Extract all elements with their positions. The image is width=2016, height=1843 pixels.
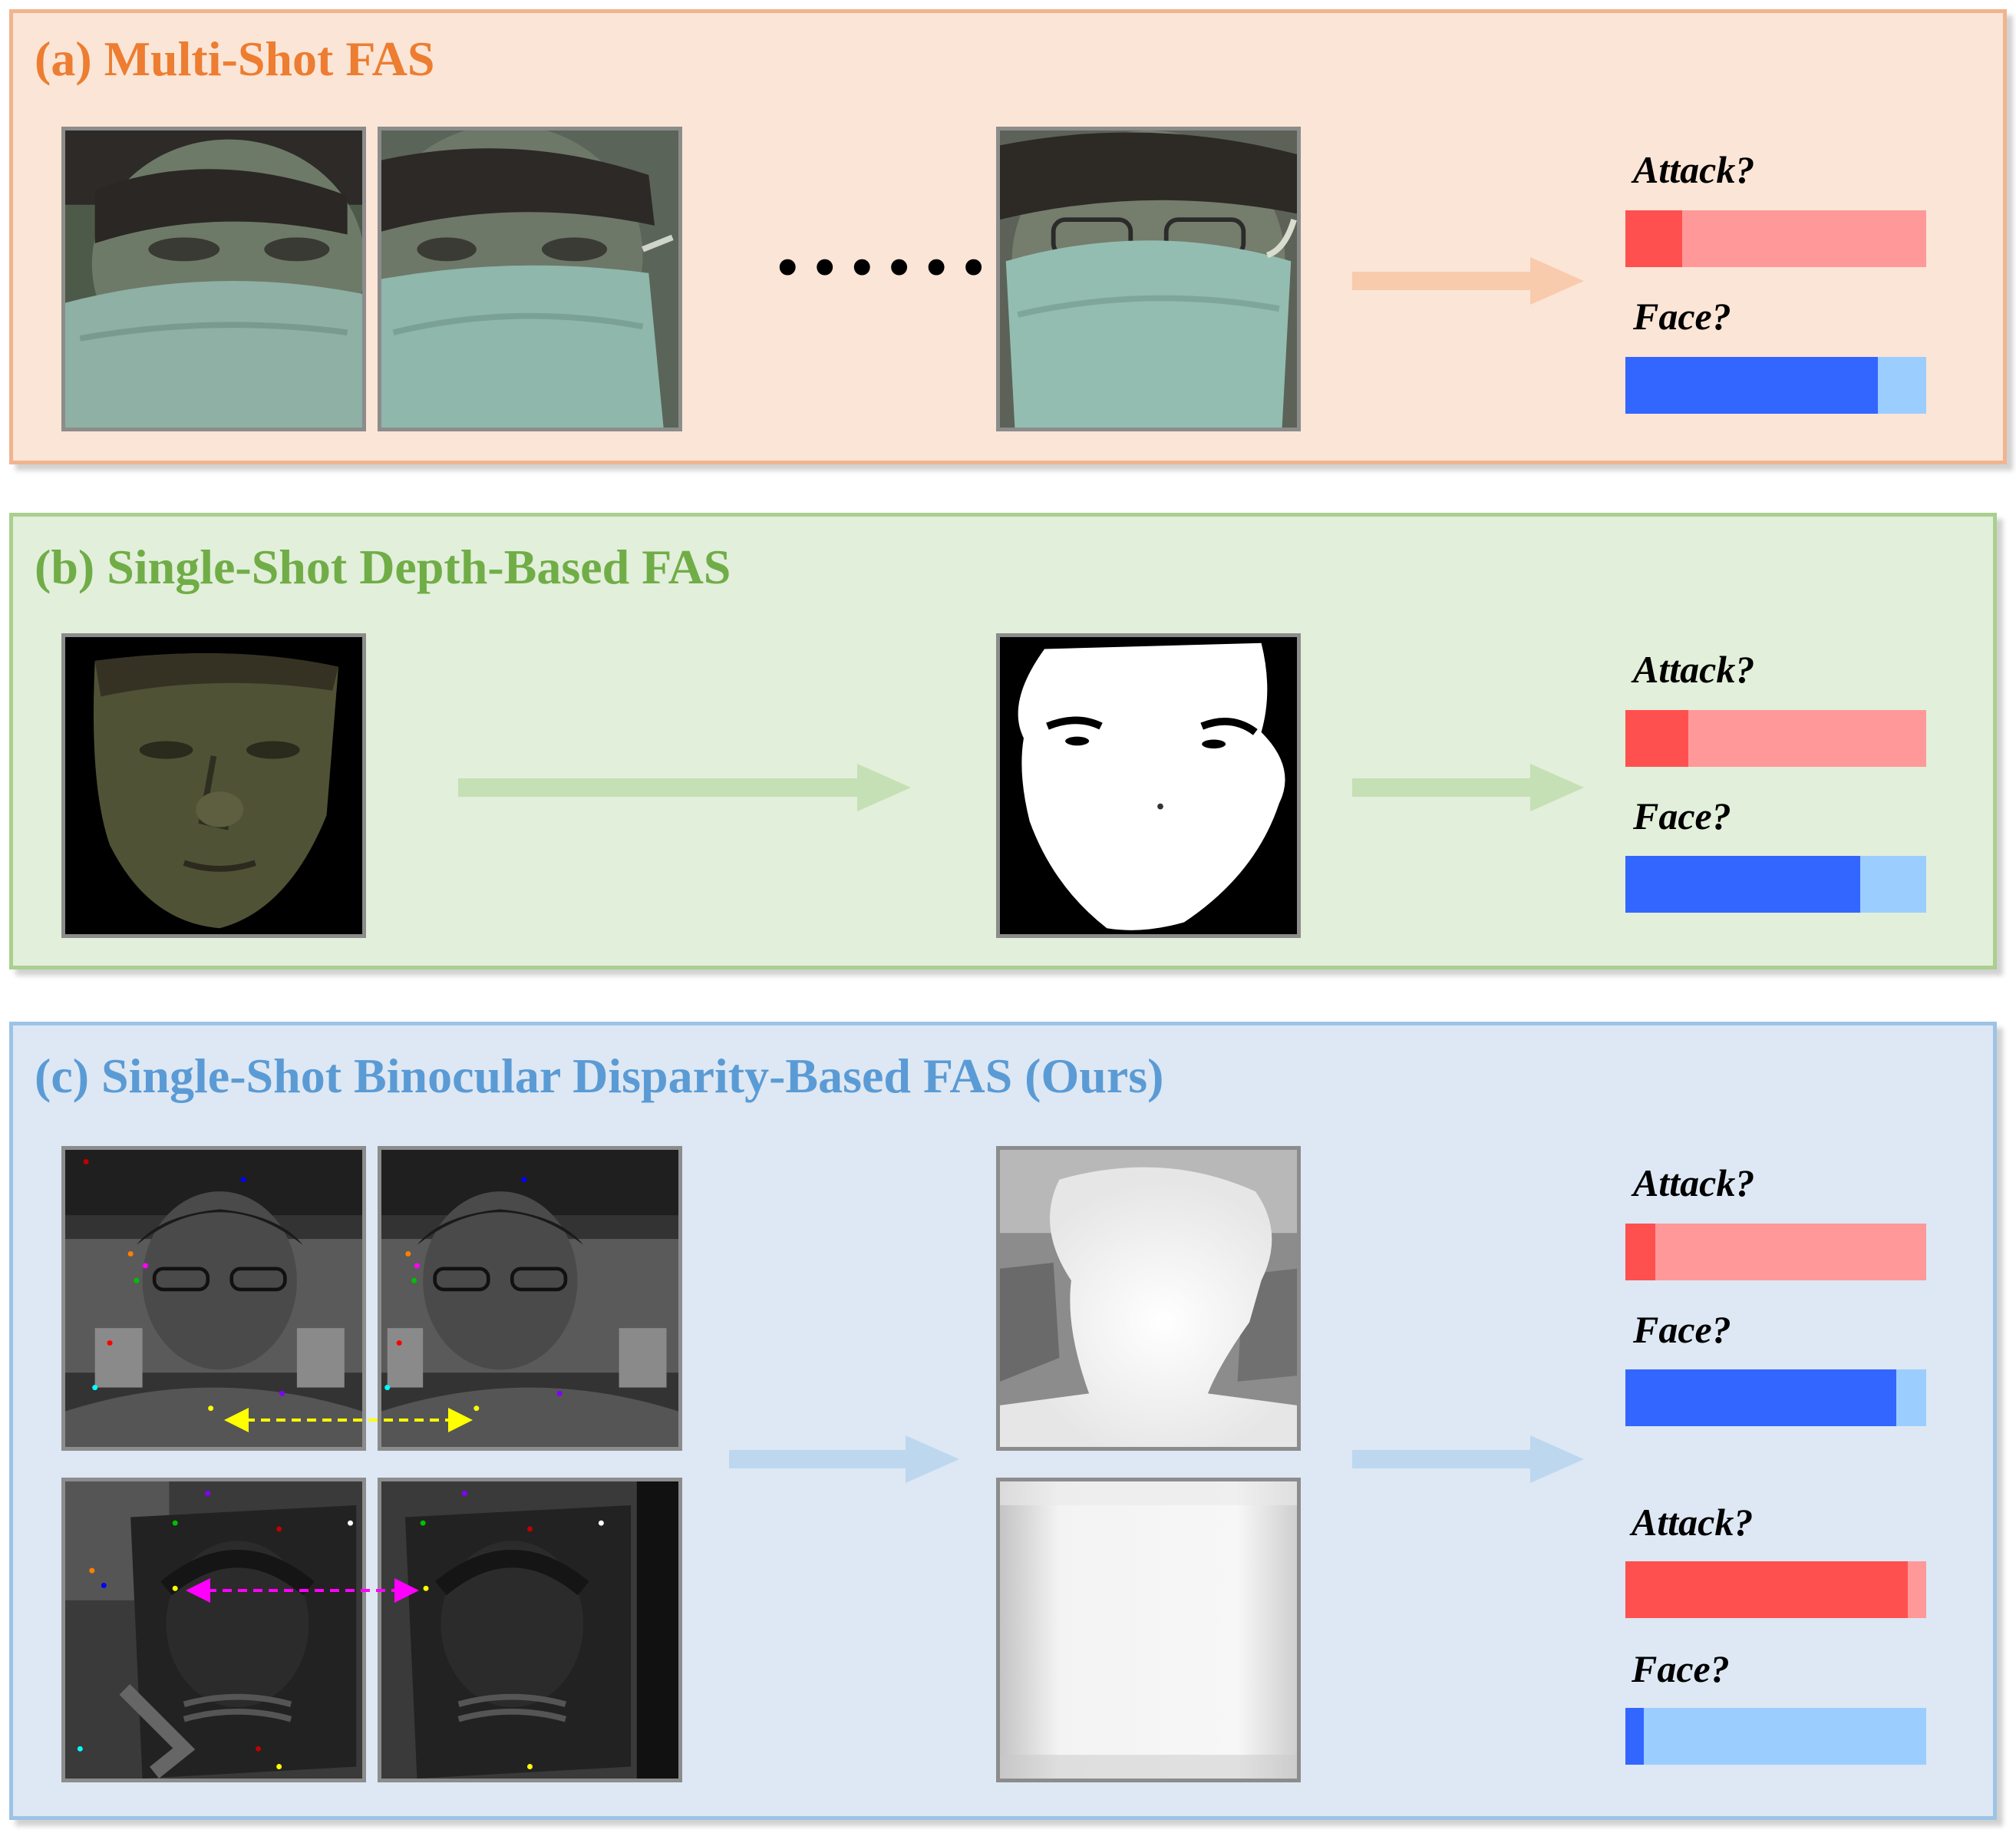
arrow-a-right <box>1352 257 1584 305</box>
arrow-b-to-result <box>1352 764 1584 811</box>
attack-bar-b-fill <box>1625 710 1689 767</box>
panel-b-title: (b) Single-Shot Depth-Based FAS <box>35 540 731 594</box>
spoof-left-view <box>61 1478 366 1782</box>
face-question-c-spoof: Face? <box>1632 1647 1730 1690</box>
face-question-b: Face? <box>1633 794 1731 837</box>
attack-bar-c-live-fill <box>1625 1224 1656 1280</box>
video-frame-2 <box>378 127 682 431</box>
arrow-b-to-depth <box>458 764 911 811</box>
video-frame-1 <box>61 127 366 431</box>
attack-question-b: Attack? <box>1633 648 1755 691</box>
attack-question-a: Attack? <box>1633 148 1755 191</box>
live-left-view <box>61 1146 366 1451</box>
arrow-c-to-result <box>1352 1435 1584 1483</box>
face-question-c-live: Face? <box>1633 1308 1731 1351</box>
face-bar-c-spoof-fill <box>1625 1708 1644 1765</box>
attack-question-c-live: Attack? <box>1633 1161 1755 1204</box>
face-bar-b <box>1625 856 1926 913</box>
face-bar-a-fill <box>1625 357 1879 414</box>
live-disparity-map <box>996 1146 1301 1451</box>
live-right-view <box>378 1146 682 1451</box>
single-face-image <box>61 633 366 938</box>
panel-a-title: (a) Multi-Shot FAS <box>35 31 435 86</box>
attack-bar-c-spoof <box>1625 1561 1926 1618</box>
attack-bar-c-live <box>1625 1224 1926 1280</box>
attack-bar-b <box>1625 710 1926 767</box>
panel-c-title: (c) Single-Shot Binocular Disparity-Base… <box>35 1049 1164 1103</box>
face-bar-c-live <box>1625 1369 1926 1426</box>
spoof-disparity-map <box>996 1478 1301 1782</box>
spoof-right-view <box>378 1478 682 1782</box>
depth-map-image <box>996 633 1301 938</box>
face-bar-c-spoof <box>1625 1708 1926 1765</box>
attack-bar-c-spoof-fill <box>1625 1561 1909 1618</box>
face-bar-a <box>1625 357 1926 414</box>
face-question-a: Face? <box>1633 295 1731 338</box>
arrow-c-to-disparity <box>729 1435 959 1483</box>
face-bar-c-live-fill <box>1625 1369 1896 1426</box>
attack-bar-a-fill <box>1625 210 1683 267</box>
attack-bar-a <box>1625 210 1926 267</box>
video-frame-n <box>996 127 1301 431</box>
attack-question-c-spoof: Attack? <box>1632 1501 1754 1544</box>
face-bar-b-fill <box>1625 856 1860 913</box>
